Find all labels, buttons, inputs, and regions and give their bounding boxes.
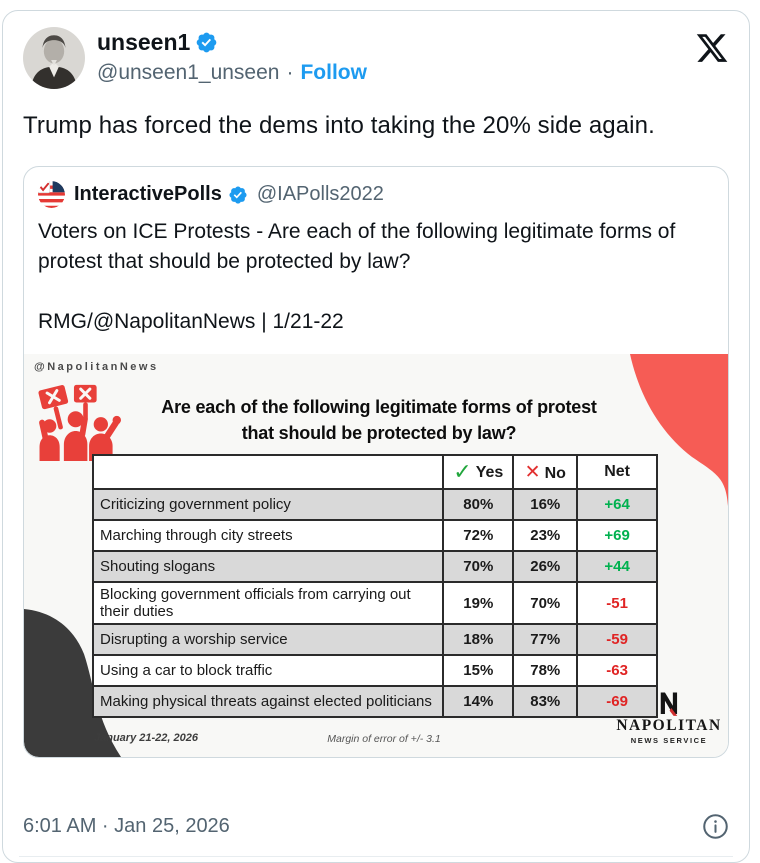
- info-icon[interactable]: [702, 813, 729, 840]
- quoted-avatar-flag-icon: [38, 181, 65, 208]
- avatar[interactable]: [23, 27, 85, 89]
- protest-crowd-icon: [37, 384, 121, 462]
- tweet-header: unseen1 @unseen1_unseen · Follow: [23, 27, 729, 89]
- row-label: Marching through city streets: [91, 519, 445, 552]
- net-value: -69: [576, 685, 658, 718]
- row-label: Blocking government officials from carry…: [91, 581, 445, 625]
- poll-footer-date: January 21-22, 2026: [94, 732, 198, 744]
- separator-dot: ·: [286, 61, 294, 84]
- net-value: -51: [576, 581, 658, 625]
- row-label: Criticizing government policy: [91, 488, 445, 521]
- x-logo-icon[interactable]: [695, 31, 729, 65]
- table-row: Shouting slogans 70% 26% +44: [91, 550, 658, 583]
- no-value: 70%: [512, 581, 579, 625]
- no-value: 78%: [512, 654, 579, 687]
- yes-value: 72%: [442, 519, 515, 552]
- table-row: Making physical threats against elected …: [91, 685, 658, 718]
- check-icon: ✓: [453, 459, 472, 484]
- yes-column-header: ✓ Yes: [442, 454, 515, 490]
- author-handle[interactable]: @unseen1_unseen: [97, 61, 280, 84]
- napolitan-logo-name: NAPOLITAN: [616, 717, 722, 734]
- quoted-author-name: InteractivePolls: [74, 183, 222, 205]
- poll-title: Are each of the following legitimate for…: [161, 397, 597, 444]
- tweet-card: unseen1 @unseen1_unseen · Follow Trump h…: [2, 10, 750, 863]
- timestamp[interactable]: 6:01 AM · Jan 25, 2026: [23, 815, 230, 837]
- quoted-source-line: RMG/@NapolitanNews | 1/21-22: [38, 310, 344, 333]
- empty-header-cell: [91, 454, 445, 490]
- yes-value: 19%: [442, 581, 515, 625]
- cross-icon: ✕: [524, 461, 541, 483]
- row-label: Making physical threats against elected …: [91, 685, 445, 718]
- watermark-handle: @NapolitanNews: [34, 361, 159, 373]
- table-row: Marching through city streets 72% 23% +69: [91, 519, 658, 552]
- poll-footer-margin-of-error: Margin of error of +/- 3.1: [327, 733, 441, 745]
- yes-value: 14%: [442, 685, 515, 718]
- poll-graphic[interactable]: @NapolitanNews: [24, 354, 728, 757]
- napolitan-logo-subtitle: NEWS SERVICE: [630, 736, 708, 745]
- author-name[interactable]: unseen1: [97, 29, 191, 55]
- no-value: 23%: [512, 519, 579, 552]
- author-block: unseen1 @unseen1_unseen · Follow: [97, 27, 695, 85]
- table-row: Blocking government officials from carry…: [91, 581, 658, 625]
- poll-table-body: Criticizing government policy 80% 16% +64 Ma…: [91, 488, 658, 718]
- net-column-header: Net: [576, 454, 658, 490]
- net-value: -59: [576, 623, 658, 656]
- poll-table-header-row: ✓ Yes ✕ No Net: [91, 454, 658, 490]
- yes-value: 70%: [442, 550, 515, 583]
- yes-value: 18%: [442, 623, 515, 656]
- tweet-text: Trump has forced the dems into taking th…: [23, 112, 655, 139]
- yes-value: 15%: [442, 654, 515, 687]
- row-label: Shouting slogans: [91, 550, 445, 583]
- tweet-meta-row: 6:01 AM · Jan 25, 2026: [23, 813, 729, 840]
- quoted-tweet-text: Voters on ICE Protests - Are each of the…: [38, 220, 676, 273]
- no-value: 77%: [512, 623, 579, 656]
- no-column-header: ✕ No: [512, 454, 579, 490]
- row-label: Using a car to block traffic: [91, 654, 445, 687]
- yes-value: 80%: [442, 488, 515, 521]
- quoted-verified-badge-icon: [228, 185, 248, 205]
- net-value: +64: [576, 488, 658, 521]
- row-label: Disrupting a worship service: [91, 623, 445, 656]
- divider: [19, 855, 733, 857]
- net-value: +69: [576, 519, 658, 552]
- quoted-tweet-header: InteractivePolls @IAPolls2022: [38, 181, 714, 208]
- no-value: 16%: [512, 488, 579, 521]
- table-row: Disrupting a worship service 18% 77% -59: [91, 623, 658, 656]
- portrait-avatar-image: [23, 27, 85, 89]
- verified-badge-icon: [195, 31, 218, 54]
- table-row: Criticizing government policy 80% 16% +64: [91, 488, 658, 521]
- quoted-author-handle: @IAPolls2022: [256, 183, 384, 205]
- napolitan-logo: NAPOLITAN NEWS SERVICE: [611, 690, 727, 745]
- net-value: -63: [576, 654, 658, 687]
- no-value: 26%: [512, 550, 579, 583]
- no-value: 83%: [512, 685, 579, 718]
- follow-button[interactable]: Follow: [300, 61, 367, 84]
- quoted-tweet-card[interactable]: InteractivePolls @IAPolls2022 Voters on …: [23, 166, 729, 758]
- table-row: Using a car to block traffic 15% 78% -63: [91, 654, 658, 687]
- net-value: +44: [576, 550, 658, 583]
- napolitan-n-icon: [660, 692, 678, 716]
- poll-table: ✓ Yes ✕ No Net Criticizing government poli…: [91, 454, 658, 718]
